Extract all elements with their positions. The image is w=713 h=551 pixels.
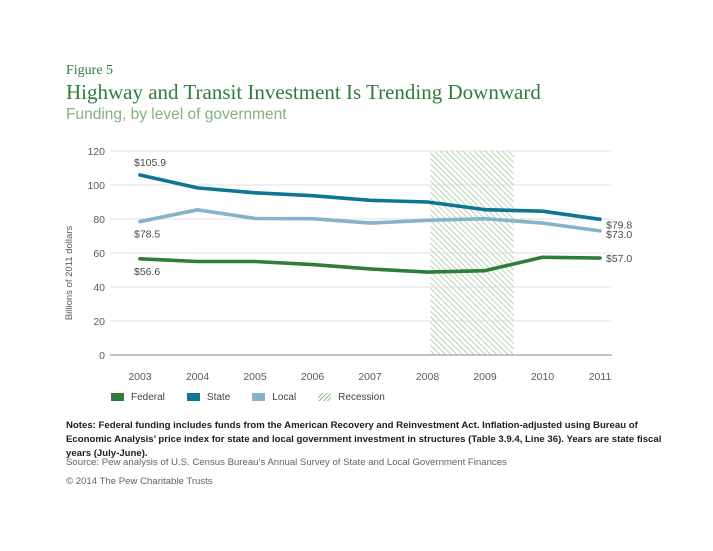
x-tick-label: 2010	[531, 371, 555, 383]
copyright: © 2014 The Pew Charitable Trusts	[66, 476, 213, 487]
x-tick-label: 2009	[473, 371, 497, 383]
data-label-local: $73.0	[606, 229, 632, 241]
legend-item-state: State	[186, 391, 231, 403]
data-label-state: $105.9	[134, 157, 166, 169]
x-tick-label: 2006	[301, 371, 325, 383]
chart-title: Highway and Transit Investment Is Trendi…	[66, 80, 541, 104]
y-tick-label: 20	[93, 316, 105, 328]
y-tick-label: 100	[87, 180, 105, 192]
data-label-federal: $56.6	[134, 266, 160, 278]
series-line-state	[138, 173, 602, 222]
legend-label-recession: Recession	[338, 391, 385, 403]
x-tick-label: 2007	[358, 371, 382, 383]
series-line-federal	[138, 255, 602, 274]
y-tick-label: 60	[93, 248, 105, 260]
legend-swatch-local	[252, 393, 266, 401]
chart-notes: Notes: Federal funding includes funds fr…	[66, 420, 662, 459]
legend-item-federal: Federal	[111, 392, 165, 403]
legend-label-state: State	[206, 391, 231, 403]
x-tick-label: 2008	[416, 371, 440, 383]
legend-swatch-federal	[111, 393, 124, 401]
data-label-state: $79.8	[606, 219, 632, 231]
data-label-federal: $57.0	[606, 253, 632, 265]
chart-source: Source: Pew analysis of U.S. Census Bure…	[66, 457, 507, 468]
line-chart: 0 20 40 60 80 100 120 2003 2004 2005 2006 2007 2008 2…	[64, 146, 632, 383]
y-tick-label: 40	[93, 282, 105, 294]
legend-item-local: Local	[252, 392, 296, 403]
legend-label-local: Local	[272, 391, 297, 403]
x-tick-label: 2005	[243, 371, 267, 383]
y-tick-label: 120	[87, 146, 105, 158]
x-tick-label: 2004	[186, 371, 210, 383]
data-label-local: $78.5	[134, 229, 160, 241]
chart-subtitle: Funding, by level of government	[66, 106, 287, 123]
legend-swatch-recession	[318, 393, 332, 401]
y-tick-label: 80	[93, 214, 105, 226]
legend-item-recession: Recession	[318, 392, 385, 403]
y-axis-label: Billions of 2011 dollars	[64, 226, 75, 321]
x-tick-label: 2003	[128, 371, 152, 383]
chart-legend: Federal State Local Recession	[111, 390, 407, 404]
series-line-local	[138, 208, 602, 233]
legend-swatch-state	[186, 393, 200, 401]
legend-label-federal: Federal	[131, 391, 165, 403]
figure-label: Figure 5	[66, 63, 114, 78]
x-tick-label: 2011	[589, 371, 612, 383]
y-tick-label: 0	[99, 350, 105, 362]
